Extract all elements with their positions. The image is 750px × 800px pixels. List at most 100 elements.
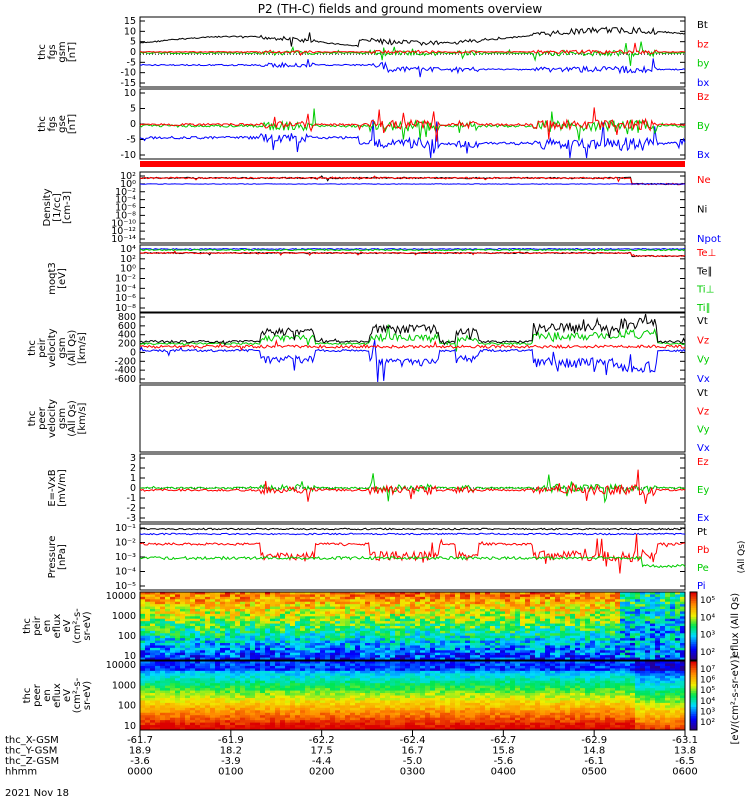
- fgs-gsm-ytick-label: -10: [120, 68, 136, 79]
- fgs-gsm-legend-1: bz: [697, 39, 709, 50]
- temperature-ytick-label: 10⁰: [120, 264, 136, 275]
- pressure-ytick-label: 10⁻⁴: [115, 567, 136, 578]
- panel-fgs-gse: thc fgs gse [nT] 10 5 0 -5 -10 Bz By Bx: [37, 88, 710, 161]
- density-ytick-label: 10⁻⁴: [115, 195, 136, 206]
- fgs-gse-ylabel-line: thc: [37, 116, 48, 132]
- density-traces: [139, 175, 686, 186]
- efield-ytick-label: -3: [127, 513, 136, 524]
- peir-spectrogram-ylabel-line: peir: [32, 615, 43, 635]
- series-Ti-par: [139, 248, 686, 252]
- peer-velocity-legend-0: Vt: [697, 388, 708, 399]
- temperature-ytick-label: 10⁻⁶: [115, 293, 136, 304]
- peir-velocity-ytick-label: -200: [114, 356, 136, 367]
- fgs-gse-ylabel-line: fgs: [47, 116, 58, 131]
- temperature-ytick-label: 10⁻⁴: [115, 283, 136, 294]
- peer-spectrogram-ylabel-line: sr-eV): [82, 681, 93, 710]
- peir-velocity-legend-0: Vt: [697, 316, 708, 327]
- colorbar-tick-label: 10⁶: [700, 676, 715, 686]
- peir-velocity-legend-1: Vz: [697, 335, 709, 346]
- peir-spectrogram-ytick-label: 10000: [106, 591, 136, 602]
- xaxis-value: 15.8: [492, 746, 514, 757]
- peir-velocity-ytick-label: 0: [130, 347, 136, 358]
- peer-spectrogram-ylabel-line: eflux: [52, 683, 63, 708]
- fgs-gse-ylabel-line: gse: [57, 115, 68, 133]
- colorbar-tick-label: 10³: [700, 631, 715, 641]
- colorbar-tick-label: 10²: [700, 718, 715, 728]
- density-ytick-label: 10⁻¹²: [111, 226, 136, 237]
- peir-velocity-frame: [139, 312, 686, 384]
- peir-velocity-ytick-label: 400: [118, 330, 136, 341]
- xaxis-value: -6.1: [584, 756, 604, 767]
- xaxis-value: -62.4: [400, 735, 426, 746]
- fgs-gsm-ytick-label: -5: [127, 57, 136, 68]
- xaxis-value: -3.9: [221, 756, 241, 767]
- series-Ez: [139, 469, 686, 504]
- fgs-gse-traces: [139, 107, 686, 159]
- pressure-legend-0: Pt: [697, 527, 707, 538]
- panel-pressure: Pressure [nPa] 10⁻¹ 10⁻² 10⁻³ 10⁻⁴ 10⁻⁵ Pt Pb Pe P…: [47, 523, 709, 592]
- pressure-traces: (All Qs): [139, 527, 747, 574]
- pressure-legend-2: Pe: [697, 563, 709, 574]
- series-Ne: [139, 175, 686, 186]
- peer-spectrogram-ytick-label: 10: [124, 721, 136, 732]
- peir-velocity-ytick-label: 200: [118, 339, 136, 350]
- pressure-ytick-label: 10⁻⁵: [115, 581, 136, 592]
- xaxis-value: -62.2: [309, 735, 335, 746]
- peer-velocity-ylabel-line: [km/s]: [77, 402, 88, 434]
- xaxis-value: -61.7: [127, 735, 153, 746]
- xaxis-value: 0000: [127, 767, 152, 778]
- efield-traces: [139, 469, 686, 504]
- xaxis-value: 0200: [309, 767, 334, 778]
- peer-spectrogram-ylabel-line: (cm²-s-: [72, 677, 83, 713]
- panel-density: Density [1/cc] [cm-3]10²10⁰10⁻²10⁻⁴10⁻⁶10⁻…: [42, 171, 721, 245]
- efield-ytick-label: 3: [130, 453, 136, 464]
- density-frame: [139, 171, 686, 244]
- efield-ytick-label: -2: [127, 503, 136, 514]
- fgs-gsm-legend-0: Bt: [697, 20, 708, 31]
- pressure-side-note: (All Qs): [737, 541, 747, 574]
- peer-velocity-ylabel-line: (All Qs): [67, 400, 78, 437]
- peir-velocity-traces: [139, 313, 686, 383]
- peer-velocity-ylabel-line: thc: [27, 411, 38, 427]
- efield-ylabel-line: E=-VxB: [47, 469, 58, 506]
- xaxis-row-label: hhmm: [5, 767, 37, 778]
- xaxis-row-label: thc_X-GSM: [5, 735, 59, 746]
- peir-spectrogram-ylabel-line: thc: [22, 618, 33, 634]
- peir-spectrogram-ylabel-line: en: [42, 620, 53, 633]
- xaxis-value: 18.2: [220, 746, 242, 757]
- density-legend-2: Npot: [697, 234, 721, 245]
- xaxis-value: -62.9: [581, 735, 607, 746]
- series-Pt: [139, 527, 686, 531]
- series-Pi: [139, 532, 686, 536]
- temperature-ylabel-line: [eV]: [57, 268, 68, 289]
- figure-title: P2 (TH-C) fields and ground moments over…: [258, 2, 543, 16]
- series-bz: [140, 42, 686, 57]
- peir-spectrogram-ylabel-line: sr-eV): [82, 611, 93, 640]
- peir-velocity-ylabel-line: gsm: [57, 337, 68, 358]
- fgs-gsm-ytick-label: 10: [124, 26, 136, 37]
- fgs-gse-ytick-label: -10: [120, 150, 136, 161]
- peer-spectrogram-ylabel-line: thc: [22, 688, 33, 704]
- temperature-ytick-label: 10⁻²: [115, 274, 136, 285]
- temperature-ytick-label: 10²: [120, 254, 136, 265]
- xaxis-value: -3.6: [130, 756, 150, 767]
- efield-legend-0: Ez: [697, 457, 709, 468]
- temperature-frame: [139, 244, 686, 313]
- xaxis-value: 0500: [581, 767, 606, 778]
- xaxis-value: 17.5: [311, 746, 333, 757]
- xaxis-value: 0400: [491, 767, 516, 778]
- fgs-gsm-ylabel-line: fgs: [47, 44, 58, 59]
- temperature-ylabel-line: moqt3: [47, 262, 58, 295]
- peir-velocity-ylabel-line: velocity: [47, 328, 58, 367]
- series-Bz: [139, 107, 686, 142]
- series-Ey: [139, 473, 686, 504]
- xaxis-value: -61.9: [218, 735, 244, 746]
- pressure-ylabel-line: Pressure: [47, 536, 58, 579]
- fgs-gsm-traces: [139, 26, 686, 78]
- peer-velocity-ylabel-line: peer: [37, 406, 48, 430]
- peir-velocity-ylabel-line: peir: [37, 337, 48, 357]
- density-ylabel-line: Density: [42, 188, 53, 226]
- pressure-ytick-label: 10⁻²: [115, 538, 136, 549]
